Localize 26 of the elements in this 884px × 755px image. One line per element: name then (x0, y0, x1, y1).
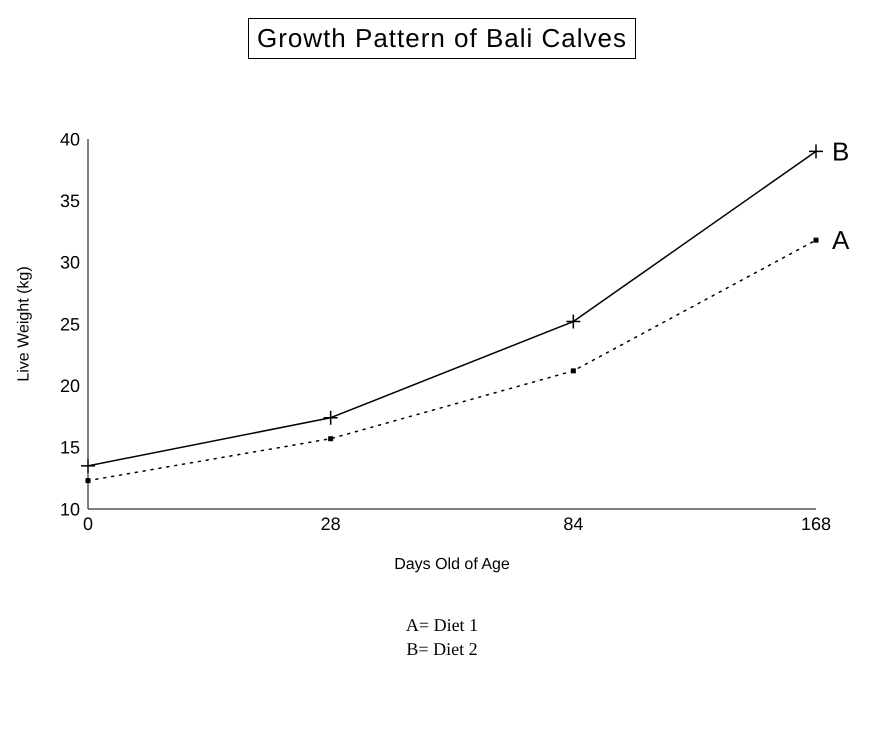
x-tick-label: 0 (82, 514, 94, 534)
point (86, 478, 90, 484)
text: A= Diet 1 (404, 614, 480, 637)
x-tick-label: 28 (320, 514, 341, 534)
point (566, 314, 582, 330)
x-tick-label: 84 (563, 514, 584, 534)
y-tick-label: 20 (60, 376, 80, 396)
y-tick-label: 10 (60, 499, 80, 520)
point (570, 368, 576, 374)
x-axis-title: Days Old of Age (394, 556, 510, 573)
y-tick-label: 40 (60, 129, 80, 150)
series-label: A (832, 225, 850, 256)
y-axis-title: Live Weight (kg) (16, 266, 33, 382)
point (328, 436, 334, 442)
point (808, 144, 824, 160)
x-tick-label: 168 (800, 514, 832, 534)
point (322, 410, 338, 426)
y-tick-label: 15 (60, 438, 80, 458)
chart-title: Growth Pattern of Bali Calves (248, 18, 636, 59)
point (80, 458, 96, 474)
y-tick-label: 25 (60, 314, 80, 334)
y-tick-label: 35 (60, 191, 80, 212)
text: B= Diet 2 (405, 638, 479, 661)
point (814, 238, 818, 243)
series-label: B (832, 136, 850, 166)
y-tick-label: 30 (60, 252, 80, 273)
